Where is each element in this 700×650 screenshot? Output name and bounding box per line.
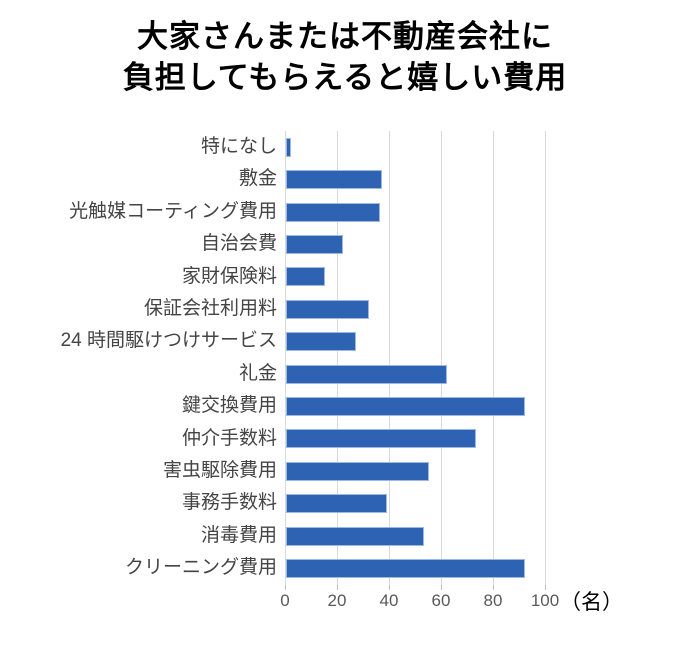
bar	[286, 137, 292, 157]
x-tick-label: 40	[379, 591, 399, 610]
gridline	[389, 131, 390, 585]
bar	[286, 526, 424, 546]
bar	[286, 429, 476, 449]
gridline	[337, 131, 338, 585]
axis-unit-label: （名）	[560, 591, 623, 614]
gridline	[493, 131, 494, 585]
category-label: クリーニング費用	[124, 557, 277, 579]
category-label: 特になし	[200, 136, 277, 157]
x-tick-label: 80	[483, 591, 503, 610]
gridline	[545, 131, 546, 585]
bar	[286, 267, 325, 287]
category-label: 害虫駆除費用	[162, 460, 277, 481]
x-axis-tick	[389, 585, 390, 590]
x-axis-tick	[493, 585, 494, 590]
bar	[286, 202, 380, 222]
category-label: 保証会社利用料	[143, 298, 277, 319]
category-label: 消毒費用	[200, 524, 277, 546]
bar	[286, 558, 526, 578]
category-label: 光触媒コーティング費用	[69, 200, 277, 222]
x-tick-label: 100	[530, 591, 560, 610]
x-axis-tick	[337, 585, 338, 590]
bar	[286, 332, 357, 352]
category-label: 仲介手数料	[181, 427, 277, 449]
category-label: 礼金	[238, 362, 277, 384]
bar	[286, 234, 344, 254]
bar	[286, 494, 388, 514]
bar	[286, 396, 526, 416]
gridline	[285, 131, 286, 585]
category-label: 鍵交換費用	[181, 395, 277, 417]
category-label: 24 時間駆けつけサービス	[60, 330, 277, 352]
x-axis-tick	[285, 585, 286, 590]
x-tick-label: 0	[280, 591, 290, 610]
x-axis-tick	[441, 585, 442, 590]
category-label: 自治会費	[200, 233, 277, 255]
x-tick-label: 60	[431, 591, 451, 610]
chart-title-line2: 負担してもらえると嬉しい費用	[122, 60, 568, 95]
chart-title-line1: 大家さんまたは不動産会社に	[137, 19, 553, 54]
category-label: 敷金	[238, 168, 277, 190]
bar	[286, 170, 383, 190]
bar	[286, 461, 429, 481]
chart-title: 大家さんまたは不動産会社に 負担してもらえると嬉しい費用	[0, 16, 690, 98]
bar	[286, 364, 448, 384]
x-axis-tick	[545, 585, 546, 590]
bar	[286, 299, 370, 319]
gridline	[441, 131, 442, 585]
category-label: 事務手数料	[181, 492, 277, 514]
x-tick-label: 20	[327, 591, 347, 610]
category-label: 家財保険料	[181, 265, 277, 287]
